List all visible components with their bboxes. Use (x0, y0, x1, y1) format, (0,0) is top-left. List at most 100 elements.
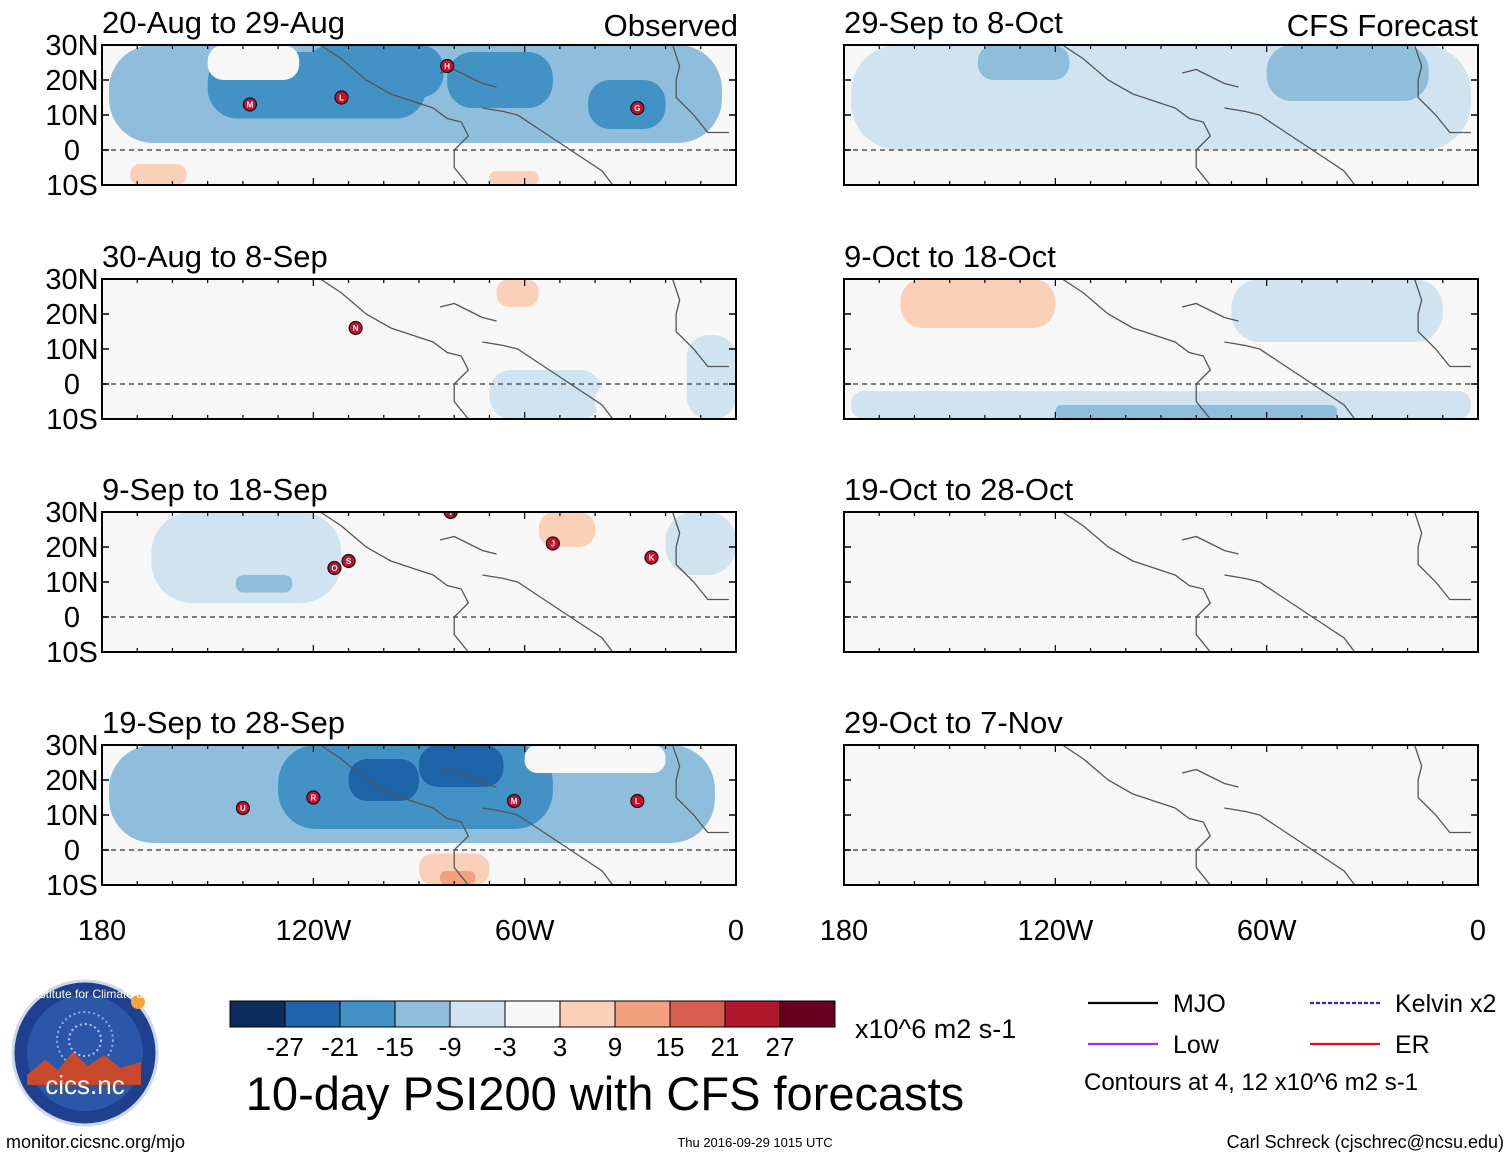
cics-logo: cics.nc Cooperative Institute for Climat… (0, 979, 208, 1127)
legend-label: ER (1395, 1031, 1430, 1059)
legend-item-mjo: MJO (1088, 990, 1226, 1018)
coastline-2 (439, 768, 497, 788)
coastline-3 (482, 341, 614, 419)
footer-timestamp: Thu 2016-09-29 1015 UTC (677, 1135, 832, 1150)
ytick-label: 30N (45, 264, 98, 296)
anomaly-fill-4 (419, 745, 504, 787)
coastline-3 (482, 807, 614, 885)
anomaly-fill-4 (489, 370, 603, 419)
storm-id: G (634, 104, 640, 113)
colorbar-swatch-10 (724, 1000, 781, 1028)
colorbar: -27 -21 -15 -9 -3 3 9 15 21 27 (229, 1000, 836, 1062)
ytick-label: 10N (45, 567, 98, 599)
ytick-label: 30N (45, 730, 98, 762)
storm-marker-N: N (348, 320, 363, 336)
storm-marker-L: L (334, 90, 349, 105)
storm-id: I (450, 508, 452, 517)
legend-label: Kelvin x2 (1395, 990, 1496, 1018)
ytick-label: 10N (45, 100, 98, 132)
storm-icon (348, 320, 363, 336)
legend-label: Low (1173, 1031, 1220, 1059)
panel-5: 29-Sep to 8-Oct (843, 5, 1479, 186)
coastline-1 (1062, 745, 1212, 885)
legend-label: MJO (1173, 990, 1226, 1018)
coastline-1 (1062, 279, 1212, 419)
storm-icon (440, 58, 455, 74)
coastline-2 (1181, 535, 1239, 555)
storm-icon (341, 553, 356, 569)
colorbar-tick-label: 3 (553, 1032, 567, 1062)
anomaly-fill-5 (1337, 157, 1457, 185)
storm-icon (630, 793, 645, 809)
ytick-label: 10S (46, 870, 98, 902)
coastline-3 (1224, 807, 1356, 885)
colorbar-swatch-2 (284, 1000, 341, 1028)
plot-area: OS I J K (102, 508, 736, 652)
legend-item-er: ER (1310, 1031, 1430, 1059)
panel-title: 29-Sep to 8-Oct (844, 5, 1063, 40)
colorbar-tick-label: 15 (656, 1032, 685, 1062)
storm-icon (334, 90, 349, 105)
storm-id: K (649, 554, 655, 563)
legend-item-low: Low (1088, 1031, 1220, 1059)
coastline-4 (1413, 279, 1471, 368)
storm-marker-R: R (306, 790, 321, 805)
anomaly-fill-3 (306, 45, 444, 98)
colorbar-tick-label: 27 (766, 1032, 795, 1062)
cfs-forecast-label: CFS Forecast (1287, 8, 1479, 43)
anomaly-fill-4 (426, 540, 624, 652)
ytick-label: 10N (45, 800, 98, 832)
panel-8: 29-Oct to 7-Nov (843, 705, 1479, 886)
xtick-label: 60W (1237, 915, 1297, 947)
ytick-label: 0 (64, 602, 80, 634)
storm-marker-O: O (327, 560, 342, 576)
xtick-label: 0 (1470, 915, 1486, 947)
coastline-2 (439, 535, 497, 555)
panel-title: 19-Sep to 28-Sep (102, 705, 345, 740)
anomaly-fill-3 (348, 759, 419, 801)
ytick-label: 20N (45, 299, 98, 331)
x-axis-right: 180 120W 60W 0 (820, 915, 1486, 947)
panel-title: 30-Aug to 8-Sep (102, 239, 328, 274)
anomaly-fill-5 (447, 52, 553, 108)
storm-marker-U: U (235, 800, 250, 816)
anomaly-fill-2 (900, 279, 1056, 328)
plot-area (844, 512, 1478, 652)
ytick-label: 0 (64, 135, 80, 167)
plot-area: M L H G (102, 45, 736, 185)
storm-id: L (635, 797, 640, 806)
colorbar-swatch-8 (614, 1000, 671, 1028)
ytick-label: 20N (45, 765, 98, 797)
x-axis-left: 180 120W 60W 0 (78, 915, 744, 947)
anomaly-fill-8 (524, 745, 666, 773)
logo-spiral (56, 1011, 114, 1069)
colorbar-tick-label: -3 (493, 1032, 516, 1062)
storm-id: U (240, 804, 246, 813)
panel-title: 29-Oct to 7-Nov (844, 705, 1063, 740)
storm-id: N (353, 324, 359, 333)
colorbar-swatch-4 (394, 1000, 451, 1028)
logo-spiral-inner (68, 1023, 102, 1057)
colorbar-swatch-11 (779, 1000, 836, 1028)
coastline-3 (1224, 574, 1356, 652)
anomaly-fill-5 (1231, 279, 1443, 342)
coastline-4 (1413, 512, 1471, 601)
storm-icon (306, 790, 321, 805)
anomaly-fill-1 (844, 745, 1056, 780)
anomaly-fill-5 (595, 384, 680, 419)
anomaly-fill-7 (686, 335, 736, 419)
coastline-4 (1413, 745, 1471, 834)
footer-author: Carl Schreck (cjschrec@ncsu.edu) (1227, 1132, 1504, 1152)
plot-area: N (102, 279, 736, 419)
storm-marker-L: L (630, 793, 645, 809)
anomaly-fill-10 (595, 157, 729, 185)
logo-sun (131, 995, 145, 1009)
colorbar-swatch-6 (504, 1000, 561, 1028)
colorbar-tick-label: -27 (266, 1032, 304, 1062)
panel-7: 19-Oct to 28-Oct (843, 472, 1479, 653)
coastline-1 (1062, 45, 1212, 185)
storm-icon (644, 550, 659, 565)
coastline-1 (1062, 512, 1212, 652)
